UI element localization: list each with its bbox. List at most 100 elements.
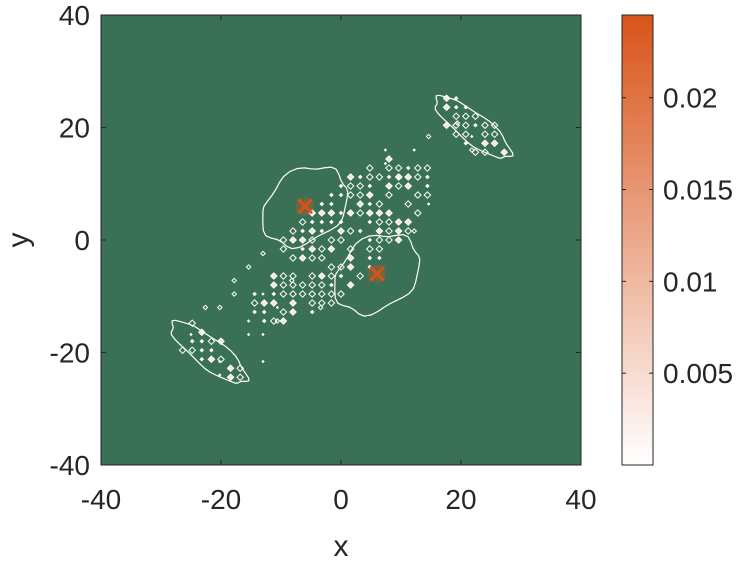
- contour-cell: [385, 227, 393, 235]
- contour-cell: [470, 134, 474, 139]
- contour-cell: [461, 130, 470, 139]
- y-axis-label: y: [2, 233, 35, 248]
- y-axis-ticks: -40 -20 0 20 40: [50, 0, 581, 481]
- contour-cell: [317, 272, 326, 280]
- contour-cell: [216, 304, 223, 311]
- contour-cell: [375, 245, 384, 253]
- contour-cell: [317, 209, 326, 217]
- contour-cell: [386, 174, 392, 180]
- contour-cell: [425, 183, 430, 189]
- contour-cell: [289, 290, 297, 298]
- contour-cell: [385, 191, 393, 199]
- contour-cell: [426, 202, 431, 206]
- contour-cell: [385, 155, 393, 163]
- contour-cell: [298, 236, 307, 244]
- x-tick-label: -40: [81, 484, 121, 515]
- contour-cell: [356, 182, 365, 190]
- contour-cell: [309, 309, 315, 315]
- contour-cell: [207, 337, 216, 346]
- contour-cell: [338, 210, 344, 216]
- contour-cell: [252, 291, 257, 297]
- contour-cell: [356, 209, 365, 217]
- contour-cell: [404, 182, 413, 190]
- contour-cell: [289, 299, 297, 307]
- contour-cell: [375, 200, 384, 208]
- contour-cell: [209, 347, 214, 353]
- x-axis-ticks: -40 -20 0 20 40: [81, 15, 597, 515]
- contour-cell: [383, 161, 388, 166]
- contour-cell: [375, 227, 384, 235]
- contour-cell: [394, 164, 403, 172]
- contour-cell: [463, 140, 469, 146]
- y-tick-label: 40: [59, 0, 90, 31]
- y-tick-label: 20: [59, 113, 90, 144]
- contour-cell: [226, 364, 235, 373]
- contour-cell: [260, 299, 269, 307]
- contour-cell: [394, 236, 403, 244]
- contour-cell: [346, 281, 355, 289]
- contour-cell: [327, 245, 336, 253]
- contour-cell: [365, 191, 374, 199]
- contour-line: [434, 94, 514, 159]
- contour-cell: [346, 263, 355, 271]
- contour-cell: [261, 318, 267, 324]
- colorbar-tick-label: 0.02: [663, 83, 718, 114]
- y-tick-label: -40: [50, 450, 90, 481]
- contour-cell: [319, 219, 325, 225]
- contour-cell: [356, 191, 365, 199]
- contour-cell: [461, 121, 470, 130]
- contour-cell: [356, 200, 365, 208]
- contour-cell: [317, 304, 324, 311]
- contour-cell: [357, 174, 363, 180]
- contour-cell: [346, 173, 355, 181]
- colorbar-tick-label: 0.01: [663, 266, 718, 297]
- colorbar-tick-label: 0.015: [663, 174, 733, 205]
- contour-cell: [329, 201, 334, 207]
- contour-cell: [385, 209, 393, 217]
- contour-cell: [413, 164, 422, 172]
- contour-cell: [394, 182, 403, 190]
- contour-cell: [452, 112, 461, 121]
- contour-cell: [327, 299, 336, 307]
- contour-cell: [308, 290, 317, 298]
- contour-cell: [413, 209, 422, 217]
- contour-cell: [279, 290, 288, 298]
- contour-cell: [423, 164, 432, 172]
- contour-cell: [412, 148, 416, 152]
- contour-cell: [425, 133, 432, 140]
- contour-line: [262, 166, 349, 250]
- contour-cell: [413, 191, 422, 199]
- contour-cell: [481, 121, 489, 130]
- contour-cell: [377, 255, 382, 261]
- contour-cell: [269, 281, 278, 289]
- contour-cell: [337, 236, 345, 244]
- colorbar: [621, 14, 654, 466]
- contour-cell: [309, 219, 315, 225]
- contour-cell: [300, 228, 305, 234]
- contour-cell: [300, 246, 305, 252]
- contour-line: [334, 233, 421, 317]
- contour-cell: [481, 139, 489, 148]
- contour-cell: [289, 254, 297, 262]
- peak-marker: [369, 266, 385, 282]
- contour-cell: [261, 292, 265, 296]
- contour-cell: [261, 309, 267, 315]
- contour-cell: [236, 364, 245, 373]
- contour-cell: [375, 218, 384, 226]
- contour-cell: [199, 356, 205, 362]
- contour-cell: [288, 277, 295, 284]
- contour-cell: [279, 308, 288, 316]
- contour-cell: [367, 255, 373, 261]
- contour-cell: [308, 254, 317, 262]
- contour-cell: [385, 164, 393, 172]
- contour-cell: [346, 209, 355, 217]
- contour-cell: [269, 272, 278, 280]
- contour-cell: [385, 218, 393, 226]
- contour-cell: [367, 183, 373, 189]
- contour-cell: [385, 236, 393, 244]
- contour-cell: [218, 373, 222, 377]
- contour-cell: [217, 355, 225, 364]
- contour-cell: [338, 273, 344, 279]
- contour-cell: [367, 201, 373, 207]
